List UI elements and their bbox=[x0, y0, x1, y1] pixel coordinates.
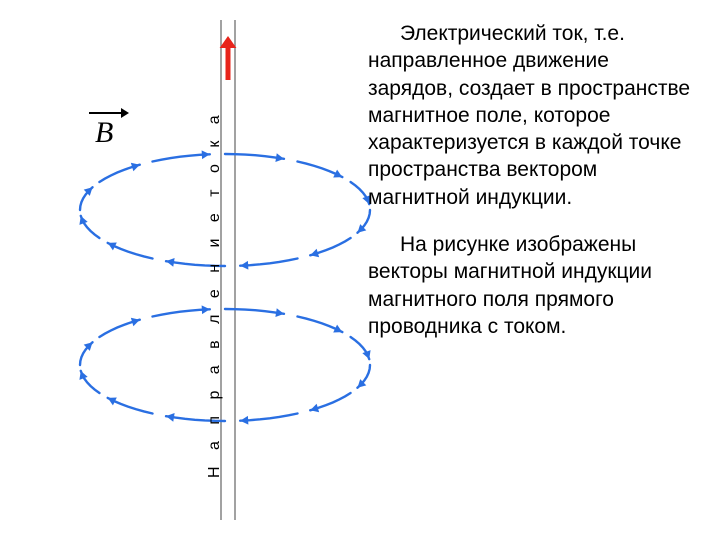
paragraph-2: На рисунке изображены векторы магнитной … bbox=[368, 231, 698, 340]
page-root: B Н а п р а в л е н и е т о к а Электрич… bbox=[0, 0, 720, 540]
current-direction-label: Н а п р а в л е н и е т о к а bbox=[206, 109, 224, 478]
paragraph-1: Электрический ток, т.е. направленное дви… bbox=[368, 20, 698, 211]
diagram-svg bbox=[20, 20, 380, 520]
b-vector-label: B bbox=[95, 116, 113, 150]
diagram-area: B Н а п р а в л е н и е т о к а bbox=[20, 20, 380, 520]
description-text: Электрический ток, т.е. направленное дви… bbox=[368, 20, 698, 360]
